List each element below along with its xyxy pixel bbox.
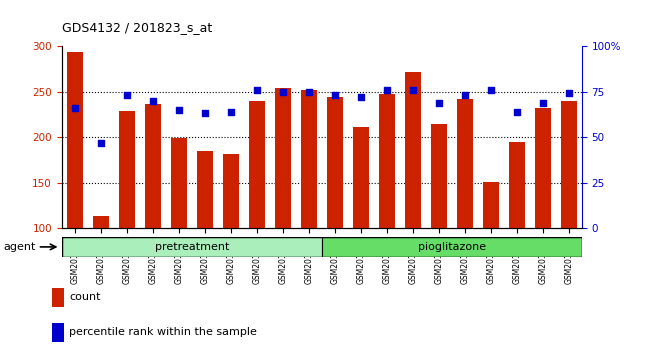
Text: agent: agent <box>3 242 36 252</box>
Text: GDS4132 / 201823_s_at: GDS4132 / 201823_s_at <box>62 21 212 34</box>
Bar <box>67 52 83 228</box>
Point <box>564 91 574 96</box>
Point <box>70 105 80 111</box>
Bar <box>223 154 239 228</box>
Bar <box>322 237 582 257</box>
Bar <box>405 72 421 228</box>
Point <box>512 109 522 114</box>
Point <box>174 107 184 113</box>
Point <box>278 89 288 95</box>
Point <box>382 87 392 93</box>
Bar <box>379 94 395 228</box>
Text: pioglitazone: pioglitazone <box>418 242 486 252</box>
Bar <box>301 90 317 228</box>
Bar <box>509 142 525 228</box>
Point <box>486 87 496 93</box>
Point <box>330 92 340 98</box>
Bar <box>275 88 291 228</box>
Bar <box>457 99 473 228</box>
Bar <box>119 111 135 228</box>
Bar <box>62 237 322 257</box>
Text: count: count <box>69 292 100 302</box>
Point <box>356 94 366 100</box>
Bar <box>93 216 109 228</box>
Bar <box>171 138 187 228</box>
Point <box>122 92 132 98</box>
Point <box>148 98 158 103</box>
Point <box>200 111 210 116</box>
Point <box>434 100 444 105</box>
Point <box>408 87 418 93</box>
Bar <box>52 288 64 307</box>
Bar <box>561 101 577 228</box>
Point <box>252 87 262 93</box>
Bar <box>483 182 499 228</box>
Bar <box>249 101 265 228</box>
Point <box>226 109 236 114</box>
Bar <box>353 127 369 228</box>
Point <box>304 89 314 95</box>
Point <box>460 92 470 98</box>
Point <box>538 100 548 105</box>
Text: percentile rank within the sample: percentile rank within the sample <box>69 327 257 337</box>
Bar <box>431 124 447 228</box>
Bar <box>197 151 213 228</box>
Text: pretreatment: pretreatment <box>155 242 229 252</box>
Bar <box>145 104 161 228</box>
Bar <box>535 108 551 228</box>
Bar <box>52 323 64 342</box>
Point <box>96 140 106 145</box>
Bar <box>327 97 343 228</box>
